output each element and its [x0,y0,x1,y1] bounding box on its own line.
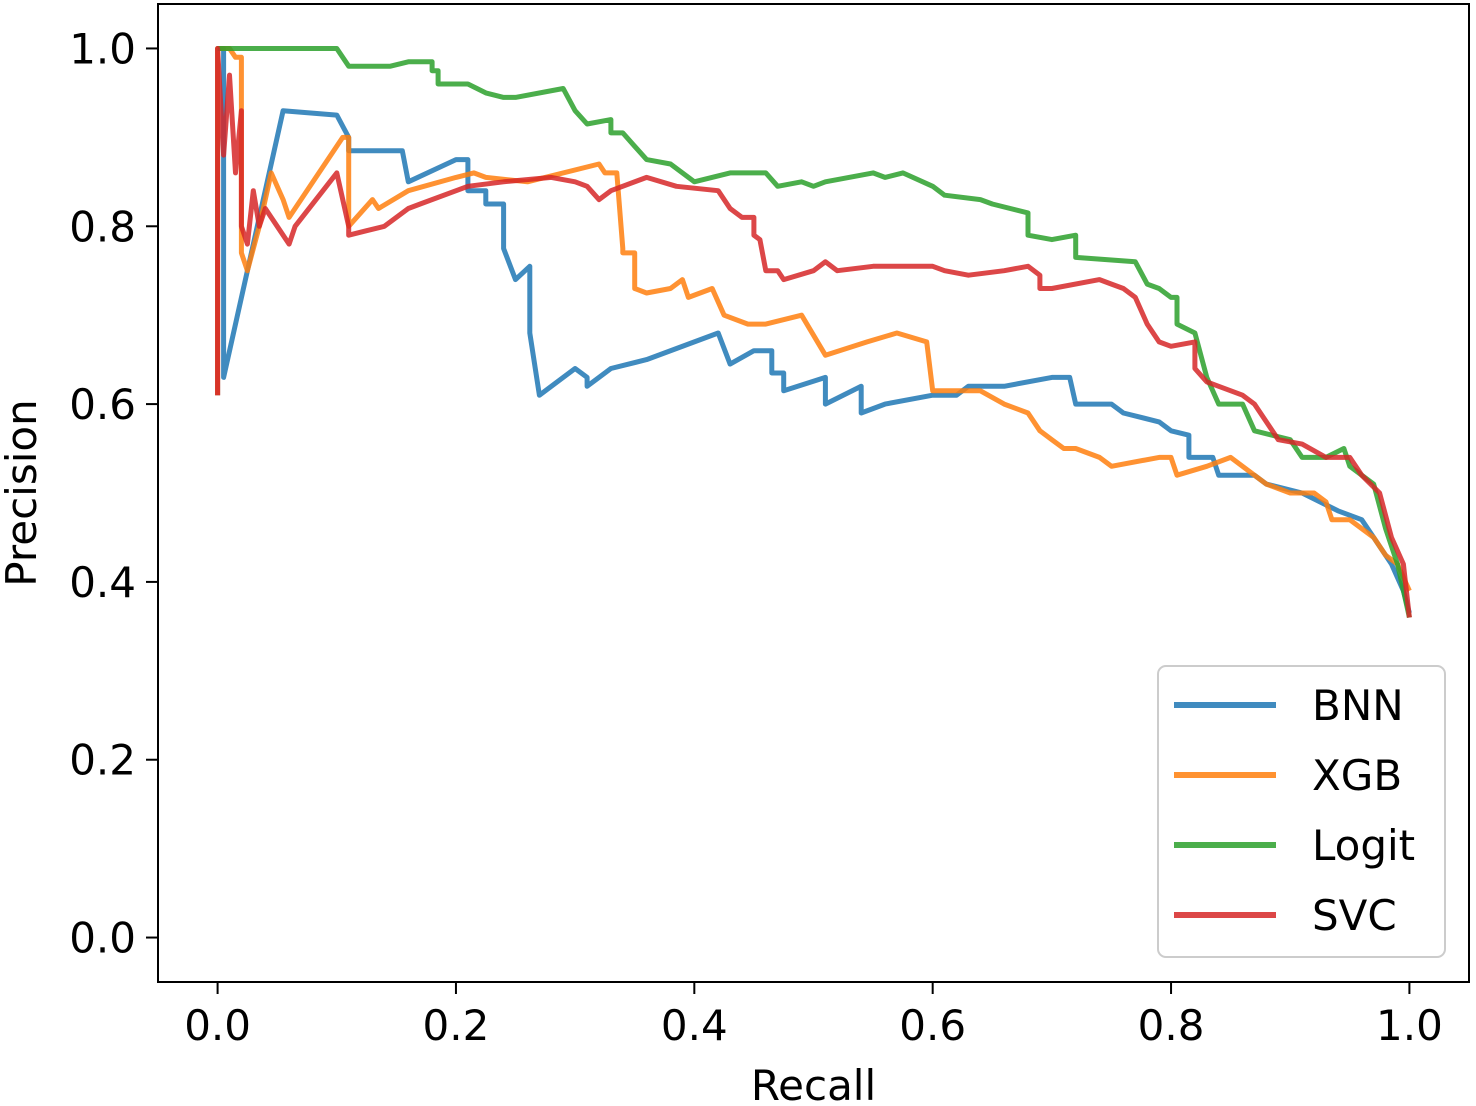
x-tick-label: 0.0 [184,1001,251,1050]
y-axis-label: Precision [0,399,46,586]
x-tick-label: 0.8 [1138,1001,1205,1050]
series-line-svc [215,46,1412,618]
legend: BNN XGB Logit SVC [1157,665,1446,958]
y-tick-label: 0.8 [69,202,136,251]
y-tick-label: 0.6 [69,380,136,429]
x-axis-label: Recall [751,1061,876,1106]
y-tick-label: 0.2 [69,736,136,785]
legend-label-logit: Logit [1312,821,1415,870]
x-tick-label: 1.0 [1376,1001,1443,1050]
plot-frame [157,3,1470,983]
legend-label-svc: SVC [1312,891,1397,940]
y-tick-label: 1.0 [69,24,136,73]
legend-box [1157,665,1446,958]
y-tick-label: 0.0 [69,914,136,963]
series-line-bnn [215,46,1412,614]
series-line-xgb [215,46,1412,592]
x-tick-label: 0.6 [899,1001,966,1050]
y-axis-ticks: 0.0 0.2 0.4 0.6 0.8 1.0 [69,24,158,963]
legend-label-xgb: XGB [1312,751,1402,800]
series-line-logit [217,46,1412,619]
x-tick-label: 0.2 [423,1001,490,1050]
legend-label-bnn: BNN [1312,681,1404,730]
x-axis-ticks: 0.0 0.2 0.4 0.6 0.8 1.0 [184,982,1443,1050]
series-layer [215,46,1412,619]
y-tick-label: 0.4 [69,558,136,607]
x-tick-label: 0.4 [661,1001,728,1050]
